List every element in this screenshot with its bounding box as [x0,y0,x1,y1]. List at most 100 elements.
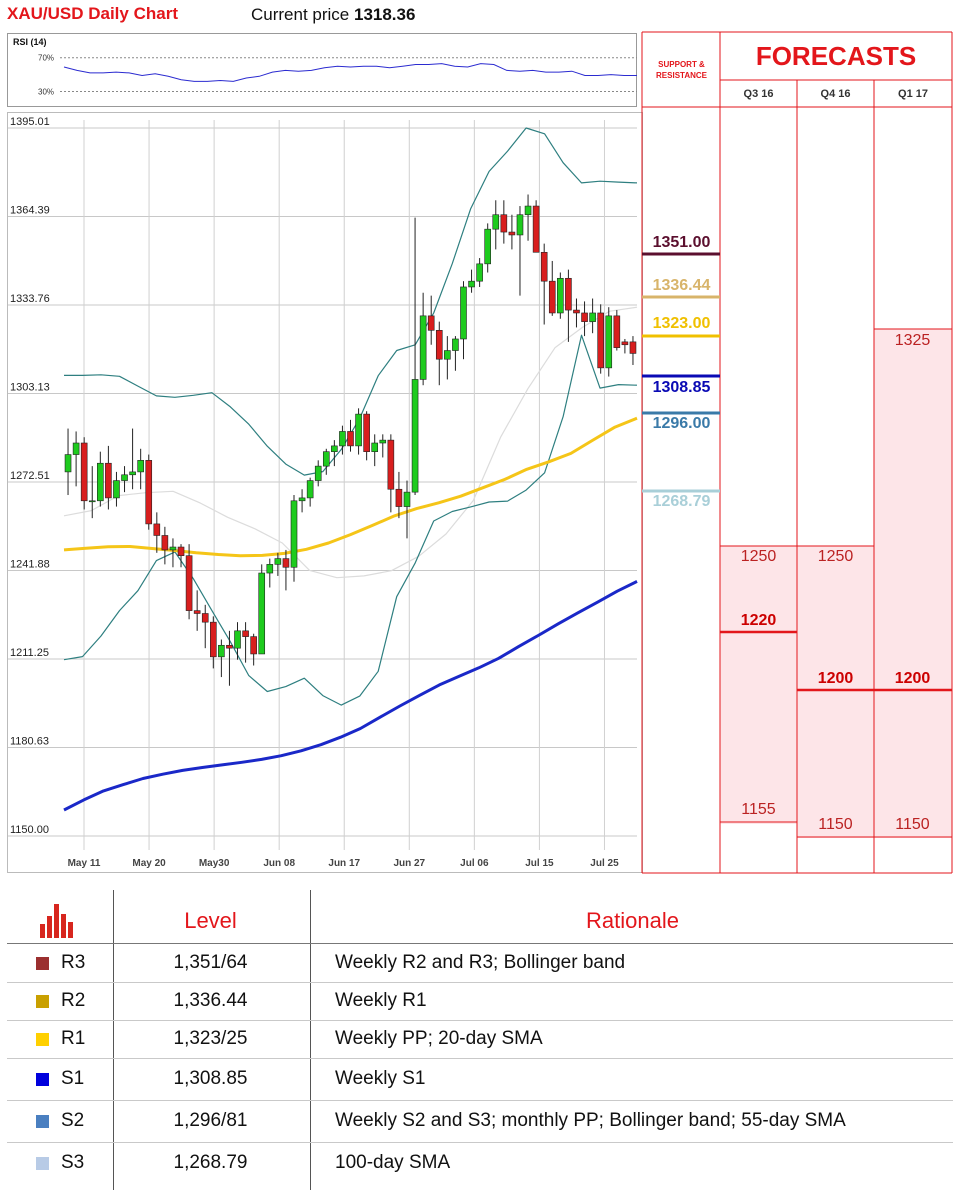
rsi-line [63,63,637,82]
sr-level-1323: 1323.00 [652,315,711,332]
y-tick-label: 1211.25 [10,647,49,659]
rsi-level-label: 70% [38,54,54,63]
candle-body [347,431,354,447]
candle-body [242,630,249,637]
candle-body [395,488,403,507]
y-tick-label: 1241.88 [10,558,50,570]
candle-body [113,480,120,499]
candle-body [548,280,556,314]
y-tick-label: 1303.13 [10,382,50,394]
y-tick-label: 1180.63 [10,735,49,747]
candle-body [193,610,201,614]
level-name: S1 [61,1068,85,1089]
forecast-q1-mid: 1200 [894,670,931,687]
candle-body [234,630,241,649]
sr-label-line1: SUPPORT & [658,60,705,69]
x-tick-label: Jun 17 [328,858,360,869]
candle-body [105,462,112,499]
candle-body [460,286,467,340]
candle-body [379,439,387,444]
level-rationale: 100-day SMA [335,1152,451,1173]
candle-body [226,644,233,649]
x-tick-label: Jun 27 [393,858,425,869]
level-name: R1 [61,1028,86,1049]
forecast-q4-low: 1150 [818,816,853,833]
candle-body [169,546,177,551]
forecasts-title: FORECASTS [755,41,917,71]
level-name: R3 [61,952,86,973]
x-tick-label: Jul 06 [460,858,489,869]
current-price-value: 1318.36 [353,5,416,24]
level-name: R2 [61,990,86,1011]
candle-body [290,500,298,568]
candle-body [177,546,185,557]
quarter-header-q1-17: Q1 17 [898,87,928,100]
candle-body [444,350,451,360]
table-row: R3 1,351/64 Weekly R2 and R3; Bollinger … [7,944,953,982]
candle-body [484,228,491,265]
table-row: R2 1,336.44 Weekly R1 [7,982,953,1020]
candle-body [403,491,411,507]
y-tick-label: 1395.01 [10,116,50,128]
candle-body [508,231,516,236]
x-tick-label: Jul 15 [525,858,554,869]
candle-body [314,465,322,481]
sma-200-line [63,580,638,812]
forecast-q4-mid: 1200 [817,670,854,687]
candle-body [274,558,282,565]
candle-body [80,442,88,502]
candle-body [355,413,362,447]
level-name: S2 [61,1110,85,1131]
x-tick-label: Jul 25 [590,858,619,869]
candle-body [581,312,588,322]
bollinger-lower-line [63,334,638,706]
candle-body [185,555,193,611]
candle-body [427,315,435,331]
candle-body [589,312,596,322]
chart-title: XAU/USD Daily Chart [7,4,178,23]
chart-svg: 1395.01 1364.39 1333.76 1303.13 1272.51 1241.… [8,31,953,874]
candle-body [613,315,621,348]
level-rationale: Weekly R2 and R3; Bollinger band [335,952,626,973]
y-tick-label: 1272.51 [10,470,50,482]
candle-body [532,205,540,253]
candle-body [161,535,169,551]
color-swatch [36,1156,49,1170]
candle-body [516,214,524,236]
x-tick-label: Jun 08 [263,858,295,869]
color-swatch [36,1032,49,1046]
forecast-q3-mid: 1220 [740,612,777,629]
y-tick-label: 1333.76 [10,293,50,305]
candle-body [88,500,96,503]
current-price: Current price 1318.36 [251,5,415,25]
level-rationale: Weekly PP; 20-day SMA [335,1028,543,1049]
candle-body [201,613,209,623]
candle-body [331,445,338,452]
table-header-level: Level [184,908,237,933]
table-row: S1 1,308.85 Weekly S1 [7,1058,953,1100]
row-divider [7,1058,953,1059]
candle-body [258,572,266,655]
forecast-q3-low: 1155 [741,801,776,818]
level-name: S3 [61,1152,85,1173]
quarter-header-q3-16: Q3 16 [743,87,774,100]
candle-body [435,330,443,360]
table-divider-1 [113,890,114,1190]
sma-100-line [63,416,638,558]
row-divider [7,982,953,983]
table-divider-2 [310,890,311,1190]
table-row: R1 1,323/25 Weekly PP; 20-day SMA [7,1020,953,1058]
candle-body [363,413,370,452]
candle-body [282,558,290,568]
candle-body [597,312,604,369]
color-swatch [36,1072,49,1086]
table-row: S2 1,296/81 Weekly S2 and S3; monthly PP… [7,1100,953,1142]
sr-level-1308: 1308.85 [652,379,711,396]
candle-body [218,644,225,658]
level-value: 1,336.44 [173,990,248,1011]
candle-body [210,621,217,658]
table-row: S3 1,268.79 100-day SMA [7,1142,953,1184]
candle-body [629,341,637,354]
candle-body [540,251,548,282]
bar-chart-icon [40,904,73,938]
